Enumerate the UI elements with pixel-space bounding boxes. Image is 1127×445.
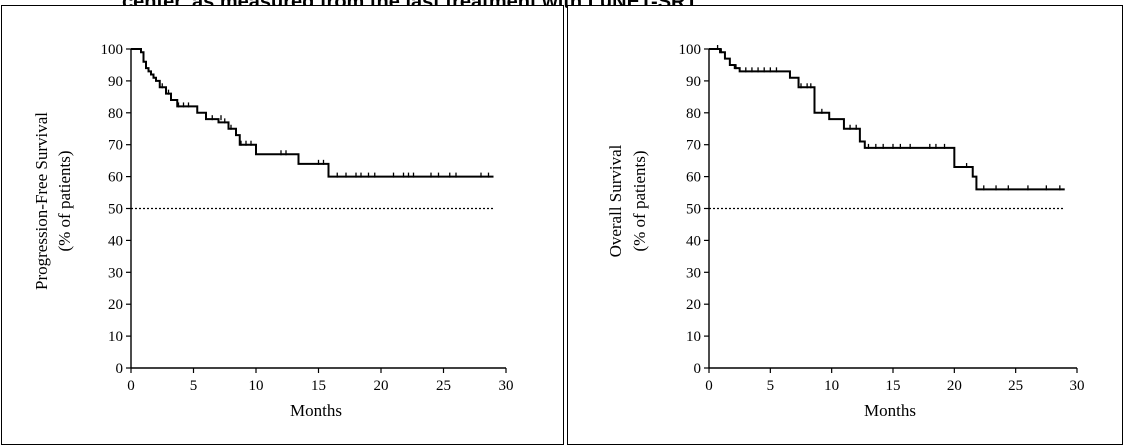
y-axis-title: Progression-Free Survival — [32, 112, 51, 290]
y-tick-label: 0 — [116, 361, 124, 377]
y-tick-label: 100 — [101, 42, 124, 58]
y-tick-label: 0 — [694, 361, 702, 377]
x-tick-label: 30 — [499, 378, 514, 394]
y-tick-label: 10 — [108, 329, 123, 345]
x-tick-label: 10 — [824, 378, 839, 394]
y-tick-label: 60 — [686, 170, 701, 186]
y-tick-label: 90 — [108, 74, 123, 90]
y-tick-label: 20 — [108, 297, 123, 313]
x-tick-label: 20 — [374, 378, 389, 394]
pfs-chart-panel: 0 10 20 30 40 50 60 70 80 90 100 0 5 10 15 20 25 30 Months… — [1, 5, 564, 445]
pfs-chart: 0 10 20 30 40 50 60 70 80 90 100 0 5 10 15 20 25 30 Months… — [32, 42, 514, 420]
x-tick-label: 30 — [1070, 378, 1085, 394]
x-tick-label: 25 — [1008, 378, 1023, 394]
os-chart: 0 10 20 30 40 50 60 70 80 90 100 0 5 10 15 20 25 30 Months… — [606, 42, 1085, 420]
y-tick-label: 100 — [679, 42, 702, 58]
survival-curve — [131, 48, 494, 178]
x-tick-label: 10 — [249, 378, 264, 394]
y-axis-title: (% of patients) — [630, 150, 649, 251]
y-tick-label: 50 — [108, 202, 123, 218]
x-tick-label: 25 — [436, 378, 451, 394]
y-axis-title: Overall Survival — [606, 144, 625, 257]
y-tick-label: 20 — [686, 297, 701, 313]
x-tick-label: 0 — [127, 378, 135, 394]
y-tick-label: 60 — [108, 170, 123, 186]
x-tick-label: 0 — [705, 378, 713, 394]
x-axis-title: Months — [864, 401, 916, 420]
y-tick-label: 90 — [686, 74, 701, 90]
y-tick-label: 40 — [686, 233, 701, 249]
y-tick-label: 50 — [686, 202, 701, 218]
x-tick-label: 15 — [311, 378, 326, 394]
y-tick-label: 80 — [108, 106, 123, 122]
x-tick-label: 5 — [190, 378, 198, 394]
os-chart-panel: 0 10 20 30 40 50 60 70 80 90 100 0 5 10 15 20 25 30 Months… — [567, 5, 1123, 445]
x-tick-label: 15 — [886, 378, 901, 394]
x-tick-label: 20 — [947, 378, 962, 394]
y-tick-label: 30 — [686, 265, 701, 281]
survival-curve — [709, 48, 1065, 191]
y-tick-label: 10 — [686, 329, 701, 345]
y-tick-label: 40 — [108, 233, 123, 249]
y-tick-label: 70 — [108, 138, 123, 154]
x-tick-label: 5 — [767, 378, 775, 394]
x-axis-title: Months — [290, 401, 342, 420]
y-axis-title: (% of patients) — [55, 150, 74, 251]
y-tick-label: 80 — [686, 106, 701, 122]
y-tick-label: 30 — [108, 265, 123, 281]
y-tick-label: 70 — [686, 138, 701, 154]
